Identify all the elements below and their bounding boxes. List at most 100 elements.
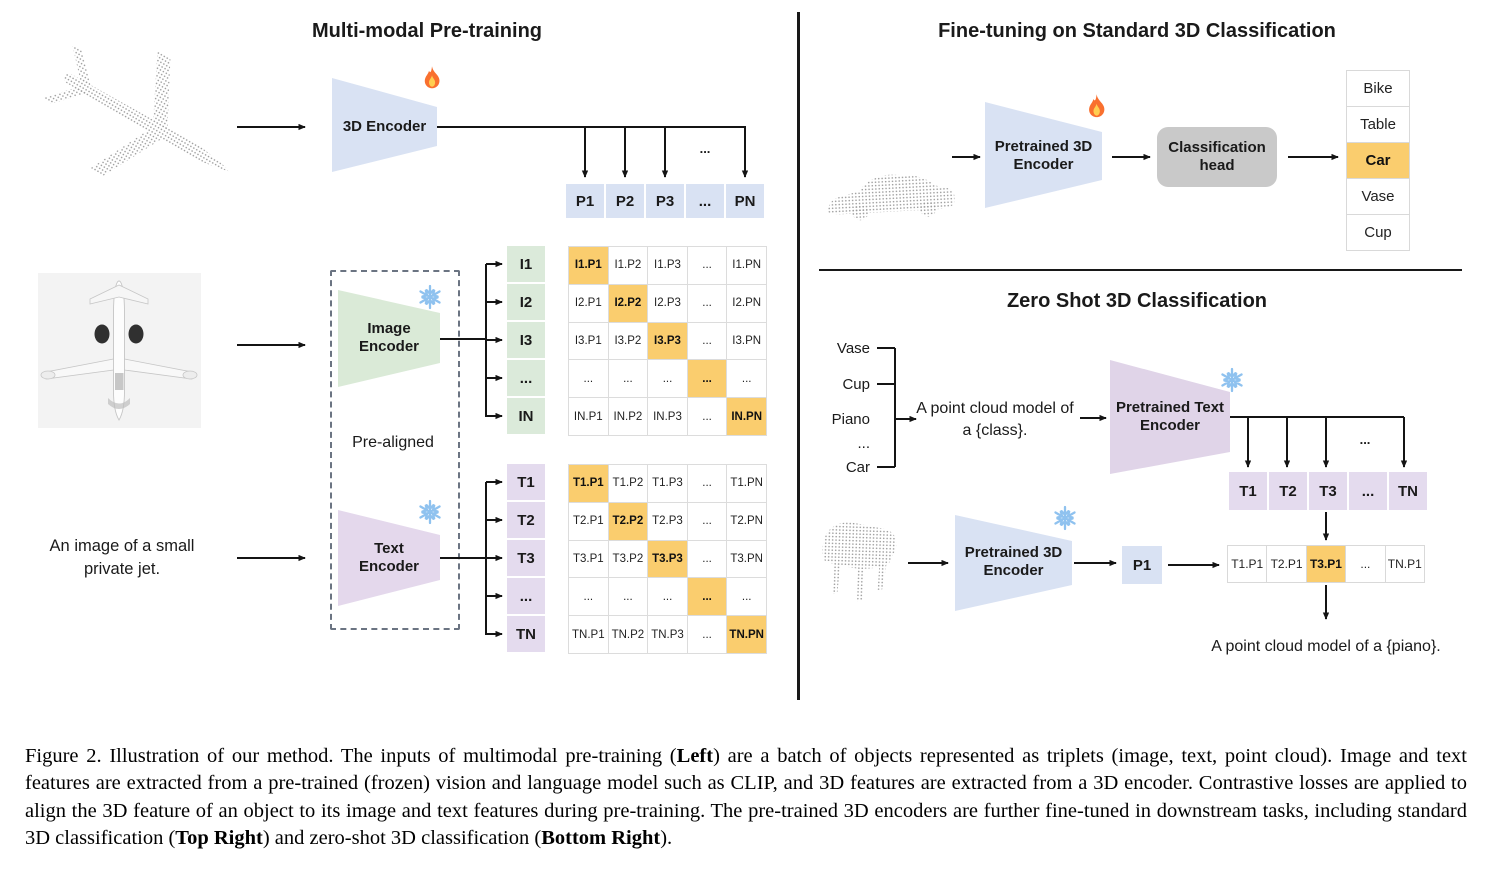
grid-cell: T2.P1 xyxy=(1267,546,1306,582)
matrix-cell: I3.P1 xyxy=(569,322,608,360)
image-encoder-shape xyxy=(338,290,440,387)
image-feature-column: I1 I2 I3... IN xyxy=(507,246,545,434)
matrix-cell: ... xyxy=(727,360,766,398)
caption-segment: Left xyxy=(676,744,714,767)
matrix-cell: I3.P2 xyxy=(608,322,648,360)
matrix-cell: I1.P1 xyxy=(569,247,608,284)
matrix-cell: T1.P1 xyxy=(569,465,608,502)
caption-segment: Figure 2. Illustration of our method. Th… xyxy=(25,744,677,767)
matrix-cell: T2.P2 xyxy=(608,502,648,540)
image-point-similarity-matrix: I1.P1 I1.P2 I1.P3... I1.PN I2.P1 I2.P2 I2.P3..… xyxy=(568,246,767,436)
t-row-ellipsis: ... xyxy=(1359,432,1371,447)
matrix-cell: T1.PN xyxy=(727,465,766,502)
matrix-cell: I3.PN xyxy=(727,322,766,360)
zeroshot-class-item: Piano xyxy=(831,410,870,428)
pre-aligned-label: Pre-aligned xyxy=(352,434,434,451)
matrix-cell: IN.PN xyxy=(727,398,766,435)
matrix-cell: IN.P2 xyxy=(608,398,648,435)
encoder-3d-label: 3D Encoder xyxy=(342,118,427,135)
image-feature-cell: I3 xyxy=(507,322,545,358)
matrix-cell: I1.P2 xyxy=(608,247,648,284)
p-feature-cell: ... xyxy=(686,184,724,218)
caption-segment: ) and zero-shot 3D classification ( xyxy=(262,827,542,849)
snowflake-icon xyxy=(1052,505,1078,531)
grid-cell: T1.P1 xyxy=(1228,546,1267,582)
fire-icon xyxy=(424,66,440,89)
matrix-cell: IN.P1 xyxy=(569,398,608,435)
grid-cell: ... xyxy=(1346,546,1385,582)
image-feature-cell: I1 xyxy=(507,246,545,282)
matrix-cell: T3.P2 xyxy=(608,540,648,578)
matrix-cell: ... xyxy=(687,616,727,653)
caption-segment: Top Right xyxy=(175,827,263,849)
matrix-cell: ... xyxy=(687,578,727,616)
p-row-ellipsis: ... xyxy=(699,141,711,156)
zeroshot-3d-encoder-label: Pretrained 3D Encoder xyxy=(964,544,1063,579)
zeroshot-class-list: Vase Cup Piano... Car xyxy=(808,340,870,476)
prompt-template: A point cloud model of a {class}. xyxy=(916,400,1074,439)
matrix-cell: ... xyxy=(569,360,608,398)
zeroshot-class-item: Car xyxy=(845,458,870,476)
snowflake-icon xyxy=(417,284,443,310)
matrix-cell: ... xyxy=(687,284,727,322)
text-feature-column: T1 T2 T3... TN xyxy=(507,464,545,652)
matrix-cell: TN.P2 xyxy=(608,616,648,653)
t-feature-cell: T1 xyxy=(1229,472,1267,510)
connector-arrows xyxy=(237,123,1408,638)
matrix-cell: ... xyxy=(608,360,648,398)
zeroshot-class-item: Cup xyxy=(842,375,870,393)
caption-segment: ) are a batch of objects represented as … xyxy=(25,744,1467,850)
text-feature-cell: TN xyxy=(507,616,545,652)
zeroshot-3d-encoder-shape xyxy=(955,515,1072,611)
classification-head: Classification head xyxy=(1157,127,1277,187)
image-encoder-label: Image Encoder xyxy=(358,320,419,355)
matrix-cell: I2.P3 xyxy=(648,284,687,322)
snowflake-icon xyxy=(417,499,443,525)
finetune-title: Fine-tuning on Standard 3D Classificatio… xyxy=(938,20,1336,42)
text-feature-cell: T1 xyxy=(507,464,545,500)
text-feature-cell: T2 xyxy=(507,502,545,538)
p1-feature-cell: P1 xyxy=(1122,546,1162,584)
snowflake-icon xyxy=(1219,367,1245,393)
figure-caption: Figure 2. Illustration of our method. Th… xyxy=(25,743,1467,853)
p-feature-cell: P1 xyxy=(566,184,604,218)
zeroshot-text-encoder-shape xyxy=(1110,360,1230,474)
grid-cell: Table xyxy=(1347,107,1409,142)
t-feature-cell: T3 xyxy=(1309,472,1347,510)
piano-point-cloud xyxy=(822,521,897,602)
text-feature-cell: ... xyxy=(507,578,545,614)
text-point-similarity-matrix: T1.P1 T1.P2 T1.P3... T1.PN T2.P1 T2.P2 T2.P3..… xyxy=(568,464,767,654)
matrix-cell: I2.PN xyxy=(727,284,766,322)
encoder-3d-shape xyxy=(332,78,437,172)
grid-cell: Car xyxy=(1347,143,1409,178)
fire-icon xyxy=(1089,94,1105,118)
text-encoder-label: Text Encoder xyxy=(358,540,419,575)
matrix-cell: ... xyxy=(687,247,727,284)
matrix-cell: ... xyxy=(687,540,727,578)
matrix-cell: ... xyxy=(687,322,727,360)
finetune-encoder-shape xyxy=(985,102,1102,208)
matrix-cell: T3.P3 xyxy=(648,540,687,578)
matrix-cell: T2.P3 xyxy=(648,502,687,540)
matrix-cell: I2.P1 xyxy=(569,284,608,322)
finetune-encoder-label: Pretrained 3D Encoder xyxy=(994,138,1093,173)
matrix-cell: T2.P1 xyxy=(569,502,608,540)
matrix-cell: T1.P2 xyxy=(608,465,648,502)
grid-cell: Vase xyxy=(1347,179,1409,214)
matrix-cell: ... xyxy=(648,578,687,616)
airplane-point-cloud xyxy=(42,46,230,177)
matrix-cell: ... xyxy=(569,578,608,616)
matrix-cell: ... xyxy=(727,578,766,616)
matrix-cell: ... xyxy=(687,502,727,540)
zeroshot-title: Zero Shot 3D Classification xyxy=(1006,290,1268,312)
matrix-cell: TN.P3 xyxy=(648,616,687,653)
matrix-cell: TN.P1 xyxy=(569,616,608,653)
caption-segment: ). xyxy=(660,827,673,849)
grid-cell: TN.P1 xyxy=(1385,546,1424,582)
matrix-cell: ... xyxy=(608,578,648,616)
jet-image-drawing xyxy=(40,280,198,421)
p-feature-cell: P3 xyxy=(646,184,684,218)
zeroshot-t-row: T1 T2 T3... TN xyxy=(1229,472,1427,510)
